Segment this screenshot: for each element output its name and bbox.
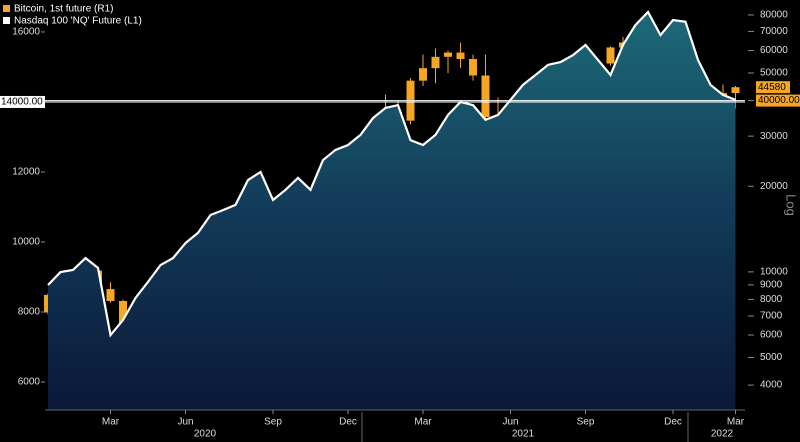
last-price-box <box>756 81 790 94</box>
candle-body <box>481 75 490 118</box>
y2-tick-label: 4000 <box>760 380 783 391</box>
value-box <box>0 95 45 108</box>
y-tick-label: 16000 <box>12 27 40 38</box>
y2-tick-label: 8000 <box>760 294 783 305</box>
y2-tick-label: 50000 <box>760 68 788 79</box>
y2-tick-label: 5000 <box>760 352 783 363</box>
x-tick-label: Dec <box>339 417 357 428</box>
y2-tick-label: 10000 <box>760 267 788 278</box>
y2-tick-label: 60000 <box>760 45 788 56</box>
y-tick-label: 8000 <box>18 307 41 318</box>
y2-tick-label: 9000 <box>760 280 783 291</box>
year-label: 2020 <box>194 429 217 440</box>
year-label: 2022 <box>711 429 734 440</box>
y-tick-label: 10000 <box>12 237 40 248</box>
y2-axis-label: Log <box>784 194 799 216</box>
legend-swatch <box>3 17 10 24</box>
y-tick-label: 6000 <box>18 377 41 388</box>
candle-body <box>469 59 477 76</box>
legend-label: Bitcoin, 1st future (R1) <box>14 4 113 15</box>
legend-swatch <box>3 5 10 12</box>
legend-label: Nasdaq 100 'NQ' Future (L1) <box>14 16 142 27</box>
candle-body <box>106 289 115 302</box>
x-tick-label: Mar <box>414 417 432 428</box>
y-tick-label: 12000 <box>12 167 40 178</box>
candle-body <box>444 52 452 57</box>
candle-body <box>431 56 440 69</box>
y2-tick-label: 80000 <box>760 10 788 21</box>
candle-body <box>731 87 740 94</box>
x-tick-label: Mar <box>727 417 745 428</box>
year-label: 2021 <box>512 429 535 440</box>
candle-body <box>606 47 615 64</box>
x-tick-label: Jun <box>502 417 518 428</box>
x-tick-label: Sep <box>577 417 595 428</box>
x-tick-label: Mar <box>102 417 120 428</box>
plot-area <box>44 10 745 411</box>
y2-tick-label: 6000 <box>760 330 783 341</box>
y2-tick-label: 70000 <box>760 26 788 37</box>
area-fill <box>48 12 736 411</box>
y2-tick-label: 20000 <box>760 181 788 192</box>
area-line <box>47 10 736 338</box>
y2-tick-label: 7000 <box>760 311 783 322</box>
x-tick-label: Dec <box>664 417 682 428</box>
candle-body <box>419 68 427 81</box>
reference-label: 14000.00 <box>1 97 43 108</box>
x-tick-label: Sep <box>264 417 282 428</box>
y2-tick-label: 30000 <box>760 131 788 142</box>
value-box <box>756 94 800 107</box>
reference-label: 40000.00 <box>758 95 800 106</box>
last-price-label: 44580 <box>758 82 786 93</box>
x-tick-label: Jun <box>177 417 193 428</box>
candle-body <box>456 52 465 60</box>
